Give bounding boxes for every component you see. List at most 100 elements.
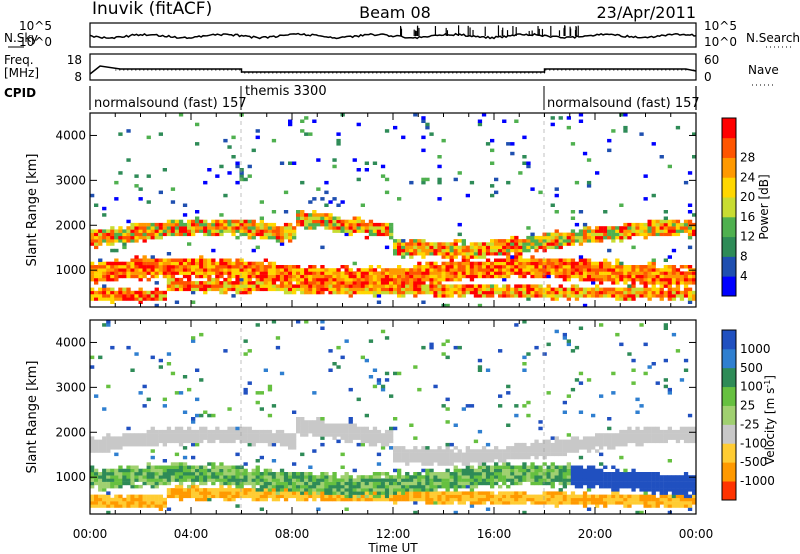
power-cell — [631, 274, 636, 279]
velocity-cell — [215, 433, 220, 437]
velocity-cell — [275, 494, 281, 499]
velocity-cell — [591, 446, 596, 450]
velocity-cell — [300, 481, 305, 486]
power-cell — [324, 281, 329, 285]
power-cell — [247, 222, 252, 227]
power-cell — [178, 287, 184, 292]
power-cell — [473, 265, 479, 269]
velocity-cell — [94, 439, 99, 444]
power-cell — [328, 274, 333, 279]
power-ylabel: Slant Range [km] — [25, 154, 40, 267]
velocity-cell — [441, 484, 446, 489]
power-cell — [384, 245, 390, 250]
power-cell — [328, 284, 333, 288]
power-cell — [158, 232, 163, 237]
velocity-cell — [134, 494, 139, 499]
power-cell — [384, 274, 390, 279]
power-cell — [542, 268, 547, 272]
velocity-cell — [344, 429, 349, 434]
power-cell — [320, 274, 325, 279]
power-cell — [320, 265, 325, 269]
velocity-cell — [292, 436, 297, 440]
power-cell — [182, 229, 188, 233]
velocity-cell — [401, 478, 406, 482]
power-cell — [243, 265, 248, 269]
velocity-cell — [526, 472, 531, 476]
velocity-cell — [477, 475, 483, 479]
velocity-cell — [308, 423, 313, 427]
power-cell — [263, 222, 268, 227]
velocity-cell — [683, 488, 689, 492]
power-cell — [279, 232, 285, 237]
velocity-cell — [114, 494, 119, 499]
power-cell — [138, 187, 143, 191]
power-cell — [320, 277, 325, 282]
power-cell — [607, 138, 612, 143]
velocity-cell — [235, 484, 240, 489]
power-cell — [582, 290, 588, 295]
power-cell — [332, 229, 337, 233]
velocity-cell — [667, 494, 672, 499]
velocity-cell — [530, 475, 535, 479]
power-colorbar-swatch — [722, 118, 736, 139]
velocity-cell — [615, 478, 620, 482]
velocity-cell — [429, 455, 434, 460]
power-cell — [473, 284, 479, 288]
power-cell — [397, 294, 402, 298]
power-cell — [283, 226, 289, 230]
power-cell — [312, 197, 317, 201]
power-cell — [114, 297, 119, 301]
power-cell — [251, 232, 256, 237]
velocity-cell — [397, 452, 402, 457]
velocity-cell — [178, 462, 184, 466]
power-cell — [279, 274, 285, 279]
power-cell — [461, 255, 466, 259]
velocity-cell — [239, 436, 244, 440]
velocity-cell — [477, 478, 483, 482]
power-cell — [619, 297, 624, 301]
velocity-cell — [259, 407, 264, 411]
power-cell — [279, 271, 285, 275]
velocity-cell — [570, 481, 576, 486]
velocity-cell — [494, 468, 499, 473]
velocity-cell — [679, 426, 685, 431]
velocity-cell — [558, 488, 563, 492]
power-cell — [336, 132, 341, 136]
power-cell — [639, 229, 644, 233]
power-cell — [409, 255, 414, 259]
power-cell — [267, 226, 273, 230]
power-cell — [647, 290, 652, 295]
power-cell — [138, 290, 143, 295]
velocity-cell — [566, 494, 571, 499]
power-cell — [417, 287, 422, 292]
velocity-cell — [235, 478, 240, 482]
power-cell — [364, 271, 369, 275]
velocity-cell — [114, 436, 119, 440]
power-cell — [324, 274, 329, 279]
power-cell — [631, 290, 636, 295]
cpid-row: CPID normalsound (fast) 157 themis 3300 … — [4, 84, 700, 111]
velocity-cell — [364, 478, 369, 482]
velocity-cell — [215, 475, 220, 479]
power-cell — [627, 274, 632, 279]
power-cell — [481, 248, 487, 253]
power-cell — [215, 261, 220, 266]
velocity-cell — [259, 491, 264, 495]
power-cell — [542, 248, 547, 253]
velocity-cell — [102, 481, 107, 486]
power-cell — [639, 294, 644, 298]
velocity-cell — [312, 420, 317, 424]
velocity-cell — [187, 468, 192, 473]
velocity-cell — [635, 436, 640, 440]
power-cell — [409, 277, 414, 282]
velocity-cell — [554, 491, 559, 495]
power-cell — [550, 258, 555, 262]
power-cell — [421, 255, 426, 259]
velocity-cell — [134, 439, 139, 444]
power-cell — [102, 290, 107, 295]
power-cell — [619, 274, 624, 279]
power-cell — [570, 239, 576, 243]
velocity-cell — [498, 459, 503, 463]
power-cell — [510, 239, 515, 243]
power-cell — [191, 222, 196, 227]
